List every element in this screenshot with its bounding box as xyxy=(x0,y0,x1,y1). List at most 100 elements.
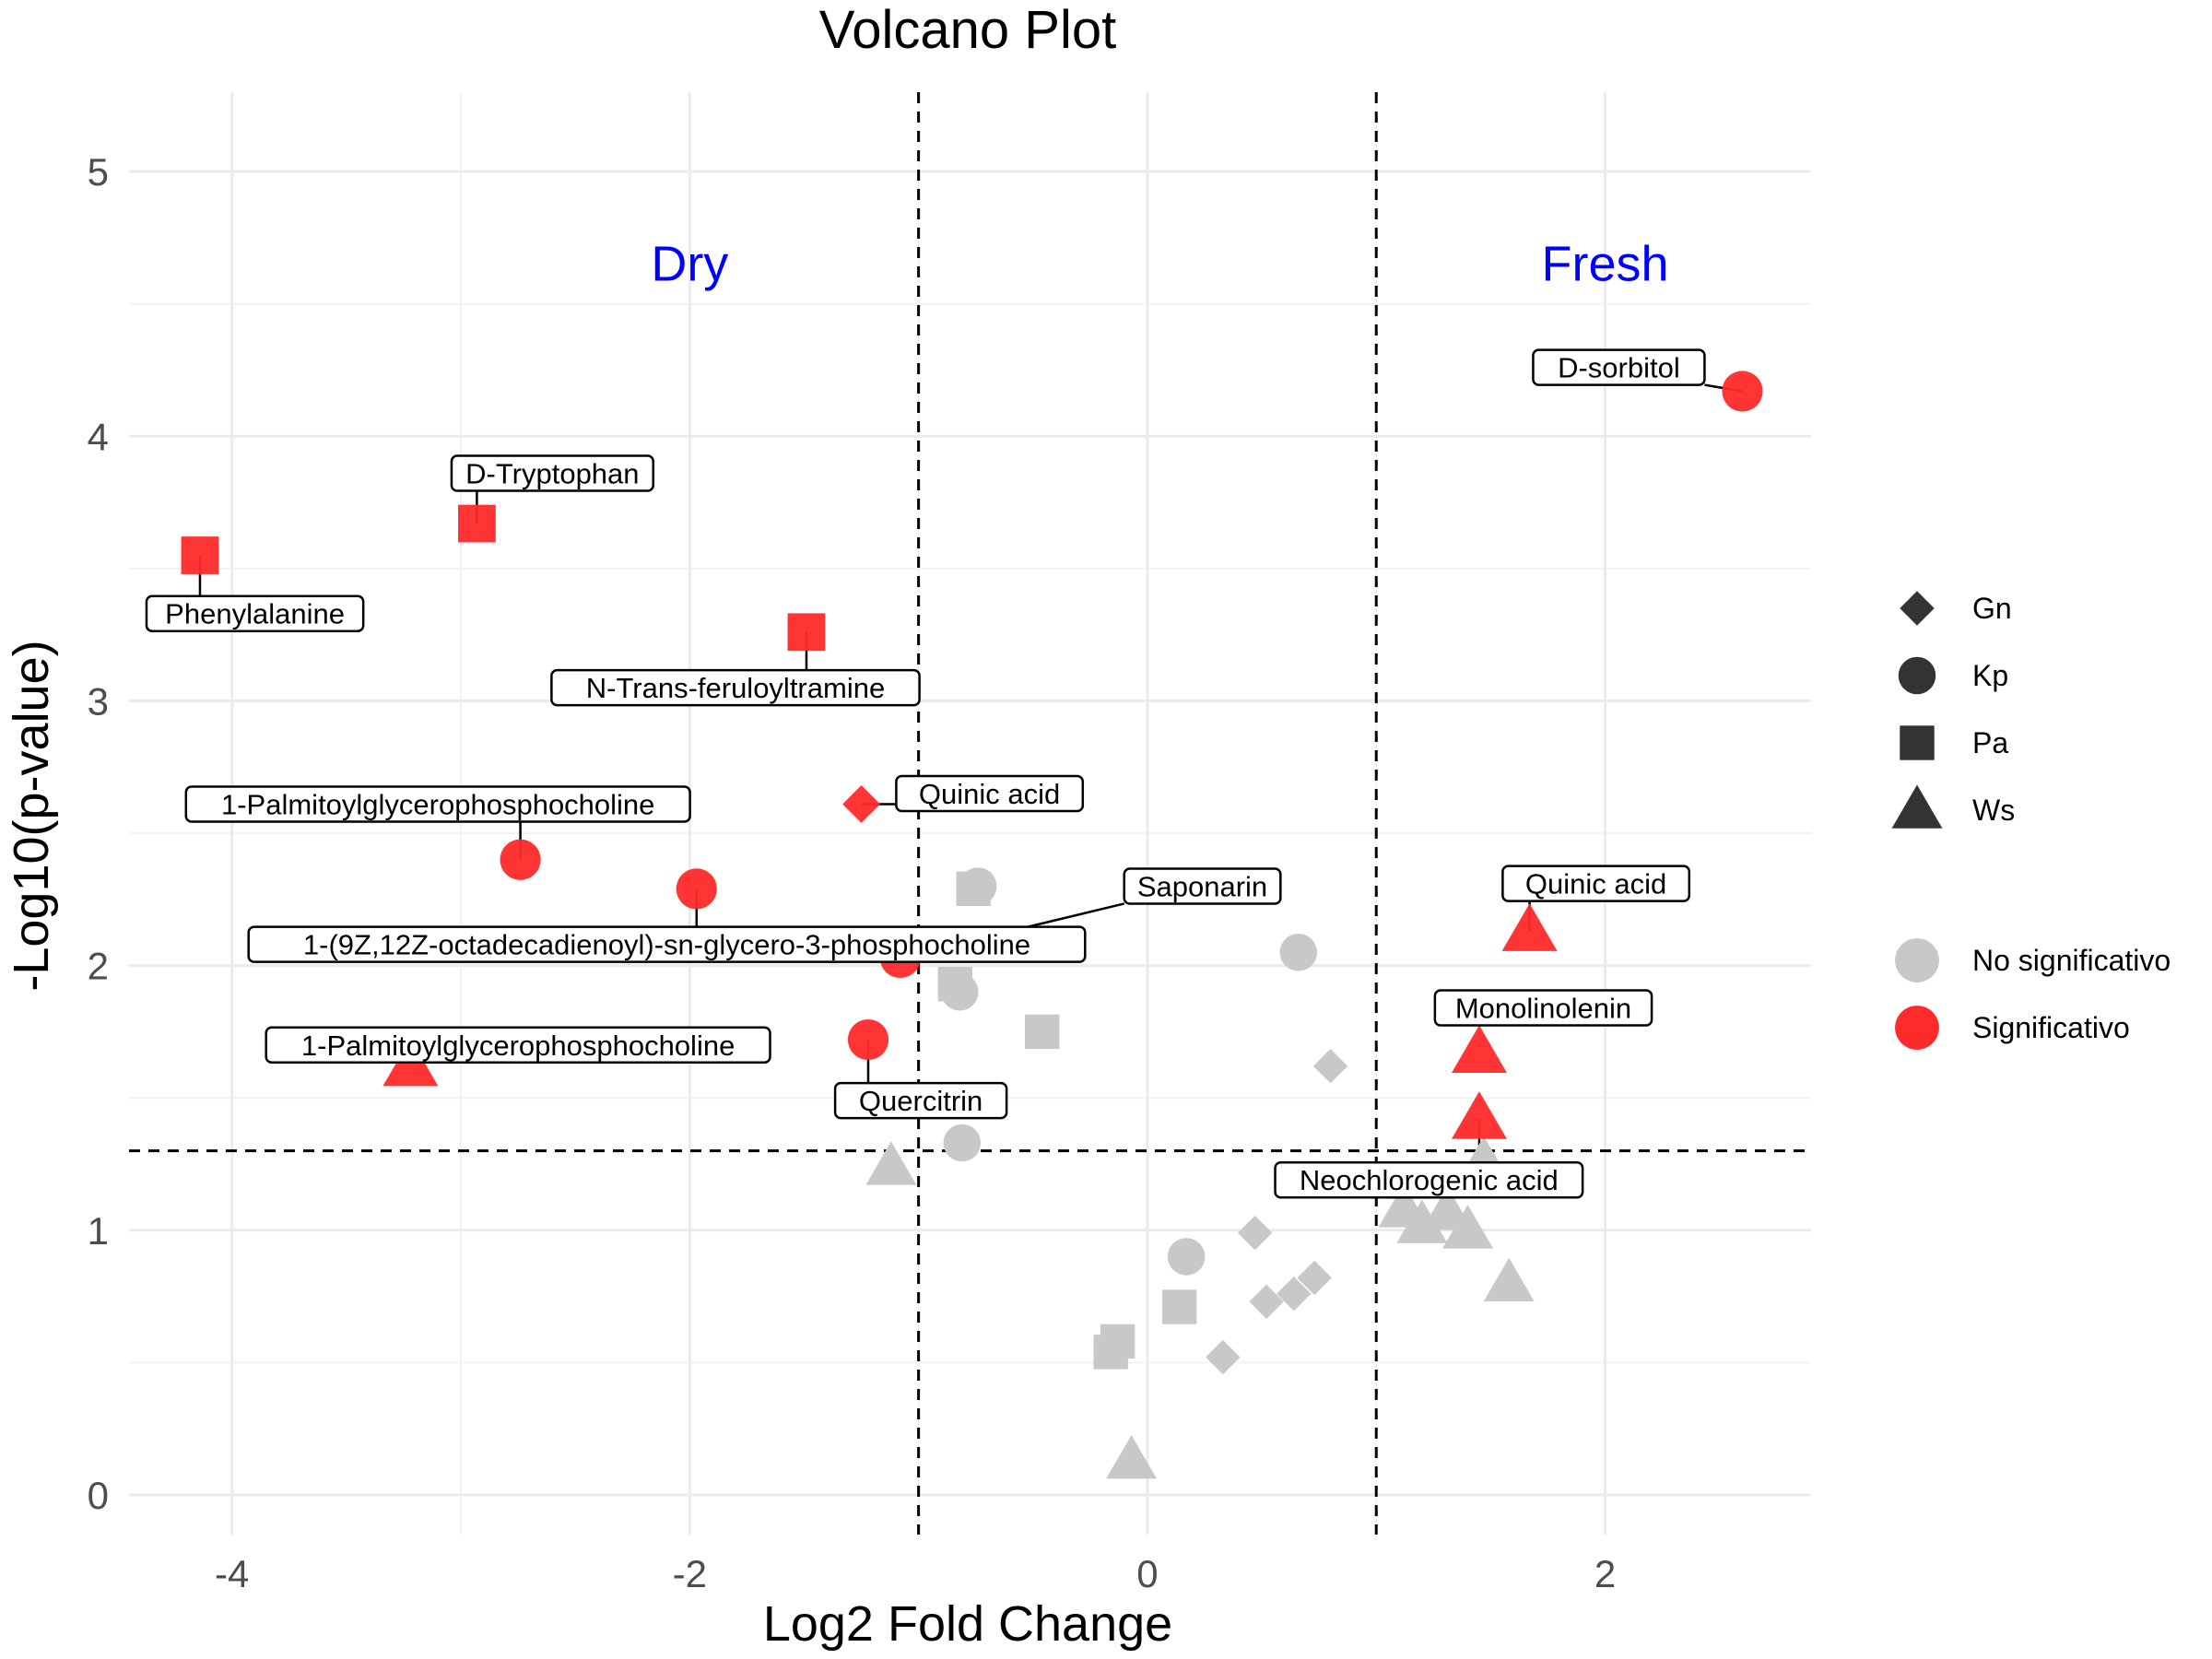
y-tick-label: 3 xyxy=(88,679,109,723)
annotation-box xyxy=(833,1081,1008,1120)
data-point-circle xyxy=(1167,1238,1206,1276)
annotation-label: Neochlorogenic acid xyxy=(1274,1160,1584,1199)
data-point-triangle xyxy=(1451,1091,1507,1139)
annotation-text: 1-(9Z,12Z-octadecadienoyl)-sn-glycero-3-… xyxy=(303,929,1030,961)
annotation-box xyxy=(1532,348,1706,386)
annotation-label: D-sorbitol xyxy=(1532,348,1706,386)
data-point-square xyxy=(937,967,973,1002)
data-point-triangle xyxy=(1442,1205,1494,1249)
legend-key-square xyxy=(1900,725,1935,760)
y-tick-label: 4 xyxy=(88,415,109,458)
annotation-labels: D-sorbitol D-Tryptophan Phenylalanine N-Tra… xyxy=(145,348,1706,1199)
legend-label: Significativo xyxy=(1972,1011,2130,1044)
legend-label: Gn xyxy=(1972,592,2012,625)
data-point-triangle xyxy=(865,1141,917,1185)
data-point-circle xyxy=(676,868,717,910)
data-point-square xyxy=(956,871,991,907)
legend-key-triangle xyxy=(1891,784,1943,829)
data-point-circle xyxy=(1279,934,1318,971)
annotation-text: Quercitrin xyxy=(859,1085,982,1117)
x-tick-label: -4 xyxy=(215,1552,249,1595)
annotation-text: Quinic acid xyxy=(919,778,1060,810)
annotation-text: D-Tryptophan xyxy=(465,458,639,490)
data-point-diamond xyxy=(1312,1049,1348,1084)
annotation-text: D-sorbitol xyxy=(1558,352,1680,384)
data-point-circle xyxy=(943,1124,982,1162)
annotation-text: Phenylalanine xyxy=(165,598,345,630)
data-point-triangle xyxy=(1483,1257,1535,1302)
region-label: Fresh xyxy=(1542,237,1669,292)
annotation-box xyxy=(247,925,1087,963)
legend-key-color xyxy=(1895,938,1939,982)
annotation-label: Saponarin xyxy=(1123,867,1282,905)
annotation-label: 1-(9Z,12Z-octadecadienoyl)-sn-glycero-3-… xyxy=(247,925,1087,963)
x-tick-label: -2 xyxy=(673,1552,707,1595)
data-point-triangle xyxy=(1501,903,1558,951)
legend-key-circle xyxy=(1898,656,1936,695)
legend-label: Kp xyxy=(1972,659,2008,692)
data-point-circle xyxy=(1722,371,1763,412)
annotation-box xyxy=(1274,1160,1584,1199)
x-tick-label: 0 xyxy=(1136,1552,1158,1595)
x-axis-title: Log2 Fold Change xyxy=(763,1596,1172,1652)
annotation-label: D-Tryptophan xyxy=(450,454,655,492)
data-point-diamond xyxy=(1297,1260,1332,1296)
annotation-label: N-Trans-feruloyltramine xyxy=(550,668,921,707)
annotation-text: Quinic acid xyxy=(1525,868,1666,900)
annotation-text: Monolinolenin xyxy=(1455,993,1631,1025)
data-point-circle xyxy=(500,839,541,880)
annotation-label: 1-Palmitoylglycerophosphocholine xyxy=(265,1026,771,1065)
grid xyxy=(129,92,1811,1535)
annotation-label: 1-Palmitoylglycerophosphocholine xyxy=(184,785,691,823)
legend-key-diamond xyxy=(1900,591,1935,626)
data-point-diamond xyxy=(1249,1284,1284,1320)
annotation-box xyxy=(1501,865,1691,902)
data-point-triangle xyxy=(1396,1199,1448,1243)
y-axis-title: -Log10(p-value) xyxy=(4,640,59,991)
data-point-square xyxy=(1161,1289,1197,1324)
annotation-text: Saponarin xyxy=(1137,870,1267,902)
annotation-box xyxy=(895,774,1085,813)
annotation-box xyxy=(550,668,921,707)
data-point-diamond xyxy=(842,785,880,823)
legend-label: Pa xyxy=(1972,726,2008,759)
data-point-square xyxy=(1093,1335,1128,1370)
annotation-box xyxy=(1123,867,1282,905)
annotation-box xyxy=(184,785,691,823)
data-point-triangle xyxy=(1451,1025,1507,1073)
annotation-box xyxy=(450,454,655,492)
legend: Gn Kp Pa Ws No significativo Significativo xyxy=(1891,591,2171,1050)
annotation-box xyxy=(1433,989,1653,1027)
tick-labels: -4 -2 0 2 0 1 2 3 4 5 xyxy=(88,150,1617,1595)
legend-label: No significativo xyxy=(1972,944,2171,977)
y-tick-label: 1 xyxy=(88,1209,109,1253)
annotation-label: Quercitrin xyxy=(833,1081,1008,1120)
legend-key-color xyxy=(1895,1006,1939,1050)
chart-title: Volcano Plot xyxy=(819,0,1116,60)
x-tick-label: 2 xyxy=(1594,1552,1616,1595)
annotation-label: Quinic acid xyxy=(1501,865,1691,902)
annotation-label: Monolinolenin xyxy=(1433,989,1653,1027)
annotation-label: Phenylalanine xyxy=(145,594,365,632)
annotation-box xyxy=(265,1026,771,1065)
annotation-text: 1-Palmitoylglycerophosphocholine xyxy=(221,788,654,820)
data-points xyxy=(181,371,1763,1479)
y-tick-label: 2 xyxy=(88,945,109,988)
y-tick-label: 5 xyxy=(88,150,109,194)
annotation-box xyxy=(145,594,365,632)
annotation-text: 1-Palmitoylglycerophosphocholine xyxy=(301,1030,735,1062)
annotation-text: N-Trans-feruloyltramine xyxy=(586,672,885,704)
region-label: Dry xyxy=(651,237,728,292)
data-point-square xyxy=(458,504,496,543)
data-point-diamond xyxy=(1206,1339,1241,1375)
annotation-text: Neochlorogenic acid xyxy=(1300,1164,1559,1196)
data-point-square xyxy=(181,536,219,574)
annotation-label: Quinic acid xyxy=(895,774,1085,813)
data-point-circle xyxy=(847,1018,889,1061)
data-point-square xyxy=(787,613,826,652)
region-labels: Dry Fresh xyxy=(651,237,1668,292)
data-point-square xyxy=(1025,1014,1060,1050)
y-tick-label: 0 xyxy=(88,1474,109,1517)
data-point-triangle xyxy=(1106,1435,1158,1479)
